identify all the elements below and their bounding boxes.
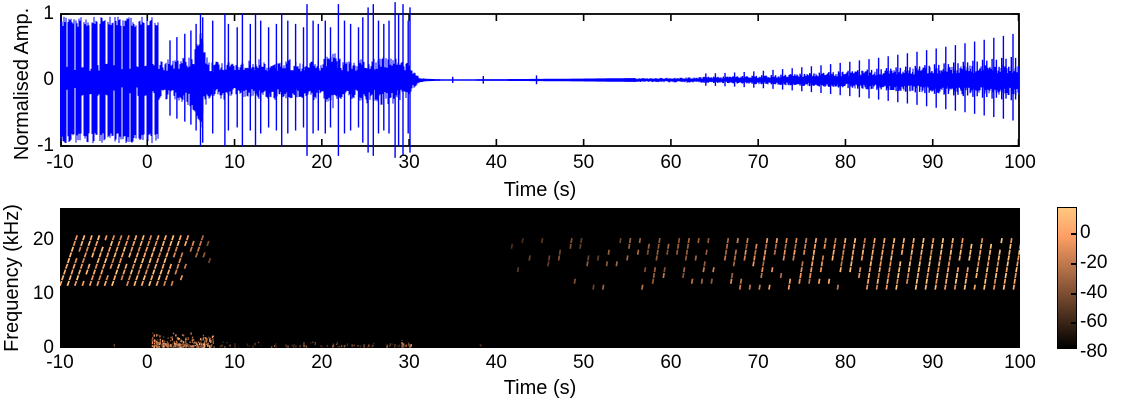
colorbar-tick [1071,322,1076,324]
colorbar-tick-label: 0 [1080,222,1091,243]
x-tick-label: 40 [485,152,507,173]
x-tick-label: 100 [1004,152,1036,173]
bottom-x-axis-label: Time (s) [503,377,577,399]
x-tick-label: 50 [573,352,595,373]
x-tick-label: 0 [141,152,153,173]
colorbar-tick [1071,263,1076,265]
x-tick-label: 60 [660,152,682,173]
colorbar-tick-label: -60 [1080,311,1108,332]
x-tick-label: 80 [834,352,857,373]
x-tick-label: 90 [922,152,944,173]
colorbar-tick-label: -80 [1080,341,1108,362]
spectrogram-plot [60,208,1020,348]
x-tick-label: 70 [747,152,769,173]
x-tick-label: 80 [834,152,857,173]
colorbar-tick-label: -40 [1080,282,1108,303]
x-tick-label: 30 [398,152,420,173]
x-tick-label: 10 [223,152,246,173]
x-tick-label: 20 [311,352,333,373]
top-x-axis-label: Time (s) [503,179,577,201]
x-tick-label: 70 [747,352,769,373]
colorbar [1057,207,1077,349]
y-tick-label: 20 [32,228,54,250]
colorbar-tick [1071,345,1076,347]
x-tick-label: 0 [141,352,153,373]
x-tick-label: 40 [485,352,507,373]
colorbar-tick [1071,293,1076,295]
y-tick-label: 1 [43,3,54,24]
colorbar-tick [1071,233,1076,235]
y-tick-label: -1 [37,135,54,156]
waveform-plot [60,2,1020,158]
y-tick-label: 0 [43,337,54,358]
x-tick-label: 10 [223,352,246,373]
x-tick-label: 20 [311,152,333,173]
y-tick-label: 0 [43,69,54,90]
x-tick-label: 90 [922,352,944,373]
y-tick-label: 10 [32,282,54,304]
x-tick-label: 30 [398,352,420,373]
x-tick-label: 60 [660,352,682,373]
x-tick-label: 50 [573,152,595,173]
colorbar-tick-label: -20 [1080,252,1108,273]
x-tick-label: 100 [1004,352,1036,373]
x-tick-label: -10 [46,152,74,173]
x-tick-label: -10 [46,352,74,373]
